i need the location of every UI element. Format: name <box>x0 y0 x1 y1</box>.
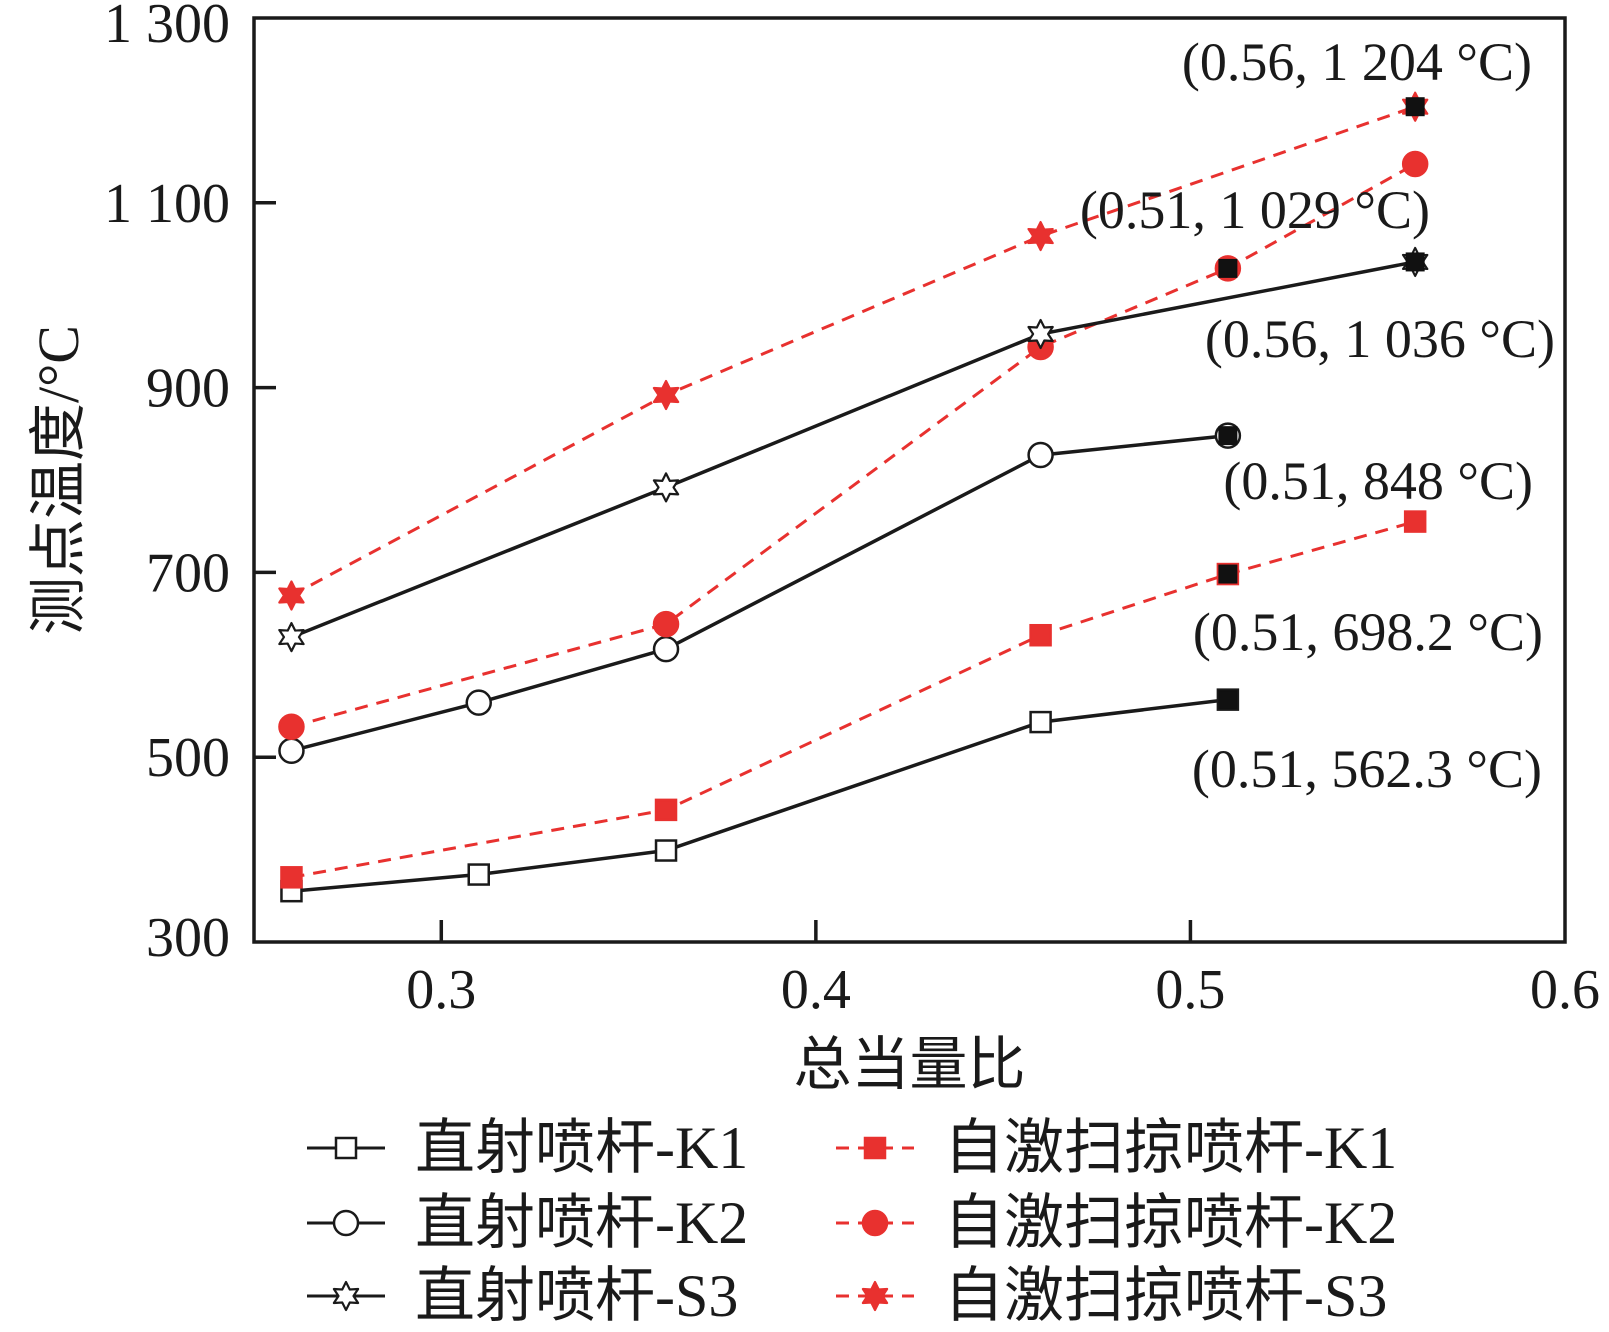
data-point-s5 <box>652 472 680 503</box>
series-line-4 <box>291 162 1416 729</box>
y-tick-label: 300 <box>146 907 230 969</box>
series-line-1 <box>291 697 1229 893</box>
highlight-point <box>1218 426 1238 446</box>
data-point-s6 <box>1027 220 1054 252</box>
annotation-label: (0.51, 698.2 °C) <box>1193 602 1543 662</box>
y-axis-title: 测点温度/°C <box>26 325 91 635</box>
data-point-s3 <box>278 737 305 764</box>
highlight-point <box>1405 252 1425 272</box>
data-point-s5 <box>1027 318 1054 350</box>
x-tick-label: 0.4 <box>781 959 851 1021</box>
legend-label: 自激扫掠喷杆-S3 <box>944 1263 1387 1329</box>
legend-label: 直射喷杆-S3 <box>415 1263 738 1329</box>
x-axis-title: 总当量比 <box>793 1032 1025 1097</box>
data-point-s4 <box>652 610 680 638</box>
data-point-s1 <box>1029 710 1052 734</box>
legend-label: 直射喷杆-K1 <box>415 1115 748 1181</box>
legend: 直射喷杆-K1 自激扫掠喷杆-K1 直射喷杆-K2 自激扫掠喷杆-K2 直射喷杆-S3 自… <box>307 1115 1397 1329</box>
annotation-layer: (0.56, 1 204 °C) (0.51, 1 029 °C) (0.56, 1… <box>1080 32 1555 799</box>
data-point-s2 <box>654 798 678 822</box>
series-line-3 <box>291 433 1229 753</box>
series-line-5 <box>290 260 1416 639</box>
data-point-s6 <box>652 379 680 411</box>
data-point-s2 <box>1403 510 1427 533</box>
axes-layer: 300 500 700 900 1 100 1 300 0.3 0.4 0.5 0.6 总当量比 测点… <box>26 0 1600 1097</box>
highlight-point <box>1218 690 1238 710</box>
annotation-label: (0.51, 848 °C) <box>1223 451 1533 511</box>
highlight-point <box>1405 97 1425 117</box>
x-tick-label: 0.5 <box>1155 959 1225 1021</box>
data-point-s5 <box>278 621 305 653</box>
x-tick-label: 0.6 <box>1530 959 1600 1021</box>
y-tick-label: 700 <box>146 542 230 604</box>
data-point-s1 <box>654 839 678 862</box>
series-layer <box>278 91 1429 903</box>
legend-label: 自激扫掠喷杆-K1 <box>944 1115 1397 1181</box>
axes-frame <box>252 16 1567 944</box>
legend-label: 直射喷杆-K2 <box>415 1190 748 1256</box>
data-point-s4 <box>278 713 305 740</box>
legend-marker <box>861 1209 889 1237</box>
data-point-s1 <box>467 863 490 886</box>
series-line-6 <box>290 105 1416 597</box>
y-tick-label: 1 300 <box>104 0 230 55</box>
legend-marker <box>863 1136 887 1160</box>
legend-marker <box>861 1280 889 1312</box>
data-point-s3 <box>465 689 492 716</box>
legend-marker <box>332 1280 360 1312</box>
legend-marker <box>332 1209 360 1237</box>
series-line-2 <box>291 520 1416 879</box>
y-tick-label: 1 100 <box>104 173 230 235</box>
x-tick-label: 0.3 <box>406 959 476 1021</box>
data-point-s4 <box>1401 150 1429 178</box>
legend-label: 自激扫掠喷杆-K2 <box>944 1190 1397 1256</box>
y-tick-label: 500 <box>146 727 230 789</box>
data-point-s3 <box>1027 441 1054 469</box>
data-point-s6 <box>278 580 305 611</box>
data-point-s2 <box>1029 623 1052 647</box>
y-tick-label: 900 <box>146 358 230 420</box>
annotation-label: (0.56, 1 204 °C) <box>1182 32 1532 92</box>
annotation-label: (0.56, 1 036 °C) <box>1205 309 1555 369</box>
legend-marker <box>334 1136 358 1160</box>
annotation-label: (0.51, 1 029 °C) <box>1080 180 1430 240</box>
highlight-point <box>1218 258 1238 278</box>
annotation-label: (0.51, 562.3 °C) <box>1192 739 1542 799</box>
data-point-s2 <box>280 866 303 889</box>
data-point-s3 <box>652 635 680 663</box>
highlight-point <box>1218 564 1238 584</box>
